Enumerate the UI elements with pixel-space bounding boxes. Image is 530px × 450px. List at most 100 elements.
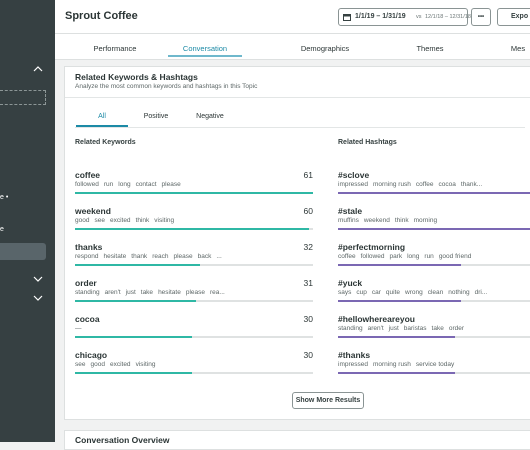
word: weekend <box>363 217 390 224</box>
hashtag[interactable]: #perfectmorning <box>338 242 406 252</box>
keyword[interactable]: coffee <box>75 170 101 180</box>
word: excited <box>109 217 131 224</box>
chevron <box>33 295 43 301</box>
related-words: says cup car quite wrong clean nothing dri... <box>338 289 492 296</box>
keyword[interactable]: thanks <box>75 242 103 252</box>
hashtag[interactable]: #sclove <box>338 170 370 180</box>
bar-fill <box>75 372 193 374</box>
bar-fill <box>338 264 461 266</box>
keyword[interactable]: order <box>75 278 97 288</box>
related-words: respond hesitate thank reach please back... <box>75 253 227 260</box>
sidebar-active <box>0 243 46 260</box>
word: aren't <box>104 289 121 296</box>
word: dri... <box>474 289 488 296</box>
filter-tab[interactable]: Negative <box>196 113 224 120</box>
related-words: standing aren't just baristas take order <box>338 325 469 332</box>
word: ... <box>216 253 222 260</box>
bar-track <box>338 300 530 302</box>
word: please <box>161 181 181 188</box>
word: please <box>185 289 205 296</box>
sidebar-item[interactable]: e <box>0 226 4 233</box>
word: cocoa <box>438 181 456 188</box>
word: back <box>197 253 212 260</box>
word: good <box>90 361 105 368</box>
word: impressed <box>338 361 368 368</box>
bar-fill <box>338 192 530 194</box>
bar-track <box>75 372 313 374</box>
keyword[interactable]: weekend <box>75 206 111 216</box>
word: morning rush <box>372 361 411 368</box>
bar-track <box>75 336 313 338</box>
word: muffins <box>338 217 359 224</box>
word: visiting <box>135 361 156 368</box>
word: impressed <box>338 181 368 188</box>
tab[interactable]: Demographics <box>300 44 350 53</box>
word: take <box>431 325 444 332</box>
sidebar-item[interactable]: e • <box>0 194 9 201</box>
word: coffee <box>415 181 434 188</box>
keyword[interactable]: cocoa <box>75 314 100 324</box>
word: contact <box>135 181 157 188</box>
chevron <box>33 276 43 282</box>
bar-fill <box>75 336 193 338</box>
keyword-count: 30 <box>303 314 313 324</box>
word: park <box>389 253 403 260</box>
word: hesitate <box>103 253 127 260</box>
bar-track <box>338 264 530 266</box>
word: good <box>75 217 90 224</box>
tab-bar <box>55 34 530 60</box>
tab[interactable]: Mes <box>510 44 526 53</box>
bar-track <box>338 228 530 230</box>
word: followed <box>75 181 99 188</box>
word: see <box>75 361 86 368</box>
bar-track <box>75 192 313 194</box>
tab[interactable]: Performance <box>93 44 137 53</box>
date-picker[interactable]: 1/1/19 – 1/31/19 vs 12/1/18 – 12/31/18 <box>338 8 471 26</box>
card-title: Conversation Overview <box>75 435 170 445</box>
hashtag[interactable]: #stale <box>338 206 363 216</box>
bar-fill <box>338 336 456 338</box>
export-button[interactable]: Expo <box>497 8 530 26</box>
bar-fill <box>75 228 310 230</box>
filter-underline <box>76 125 128 127</box>
word: morning rush <box>372 181 411 188</box>
word: excited <box>109 361 131 368</box>
keyword-count: 61 <box>303 170 313 180</box>
filter-tab[interactable]: Positive <box>143 113 169 120</box>
bar-fill <box>75 300 196 302</box>
tab[interactable]: Conversation <box>182 44 228 53</box>
bar-track <box>75 300 313 302</box>
related-words: — <box>75 325 87 332</box>
chevron <box>33 66 43 72</box>
dashed-slot <box>0 90 46 105</box>
word: see <box>94 217 105 224</box>
hashtag[interactable]: #thanks <box>338 350 371 360</box>
compare-prefix: vs <box>416 14 422 20</box>
word: baristas <box>403 325 427 332</box>
related-words: impressed morning rush service today <box>338 361 459 368</box>
word: just <box>125 289 136 296</box>
word: take <box>140 289 154 296</box>
keyword-count: 32 <box>303 242 313 252</box>
hashtag[interactable]: #hellowhereareyou <box>338 314 416 324</box>
word: reach <box>152 253 169 260</box>
word: morning <box>413 217 438 224</box>
more-button[interactable]: ••• <box>471 8 491 26</box>
keyword[interactable]: chicago <box>75 350 108 360</box>
hashtag[interactable]: #yuck <box>338 278 363 288</box>
word: good friend <box>438 253 472 260</box>
word: standing <box>338 325 363 332</box>
show-more-button[interactable]: Show More Results <box>292 392 364 409</box>
word: wrong <box>405 289 423 296</box>
card <box>64 66 530 420</box>
tab[interactable]: Themes <box>416 44 444 53</box>
calendar-icon <box>343 14 351 21</box>
word: says <box>338 289 352 296</box>
bar-fill <box>338 372 456 374</box>
word: respond <box>75 253 99 260</box>
word: standing <box>75 289 100 296</box>
word: long <box>407 253 420 260</box>
word: hesitate <box>158 289 181 296</box>
filter-tab[interactable]: All <box>98 113 106 120</box>
